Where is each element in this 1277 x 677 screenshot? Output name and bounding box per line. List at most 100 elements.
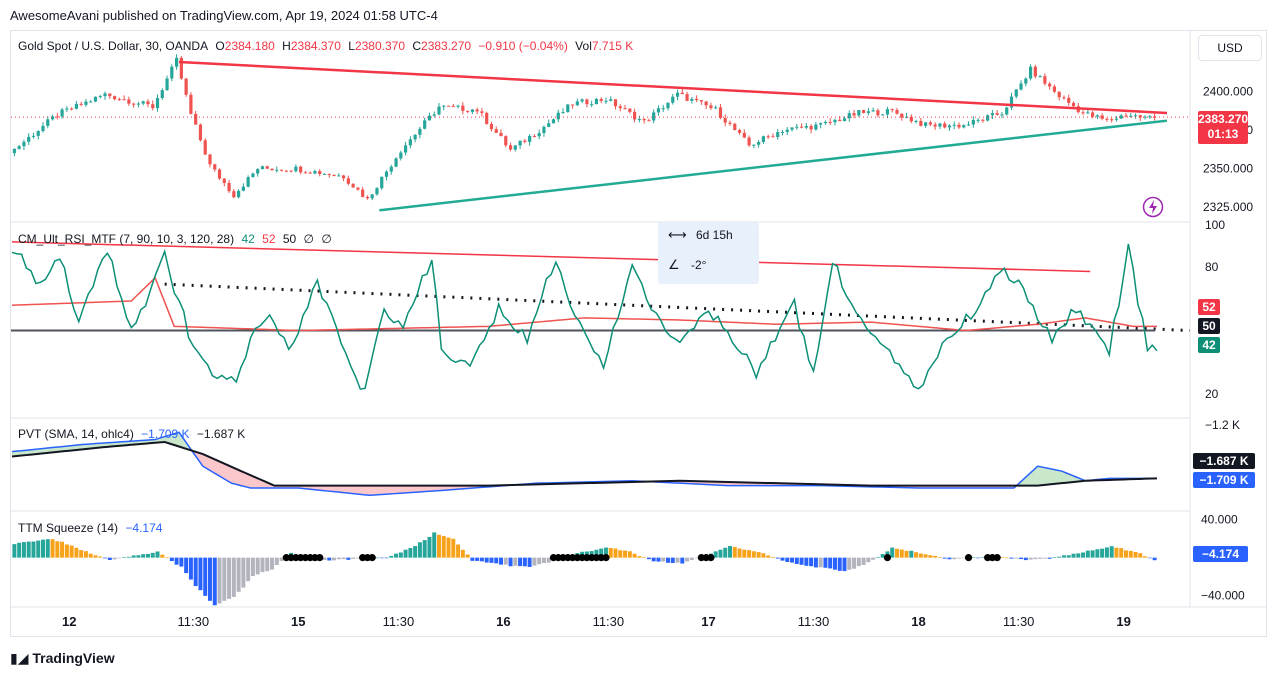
candle-body <box>637 118 641 120</box>
ttm-bar <box>1052 557 1057 558</box>
ttm-bar <box>656 557 661 562</box>
legend-open: O2384.180 <box>215 39 275 53</box>
ttm-tick-label: −40.000 <box>1201 589 1245 603</box>
ttm-bar <box>775 557 780 559</box>
candle-body <box>480 111 484 113</box>
ttm-bar <box>632 553 637 558</box>
candle-body <box>208 154 212 165</box>
candle-body <box>1048 83 1052 87</box>
candle-body <box>427 115 432 121</box>
published-header: AwesomeAvani published on TradingView.co… <box>10 8 438 23</box>
candle-body <box>857 110 861 116</box>
pvt-fill <box>407 485 413 493</box>
currency-button[interactable]: USD <box>1198 35 1262 61</box>
ttm-bar <box>394 553 399 558</box>
candle-body <box>575 101 579 106</box>
ttm-bar <box>904 550 909 558</box>
pvt-fill <box>178 432 184 449</box>
candle-body <box>613 99 618 107</box>
candle-body <box>690 98 694 101</box>
pvt-fill <box>207 456 213 472</box>
ttm-bar <box>236 557 241 592</box>
ttm-bar <box>770 556 775 558</box>
candle-body <box>41 125 45 132</box>
pvt-legend-name[interactable]: PVT (SMA, 14, ohlc4) <box>18 427 134 441</box>
candle-body <box>303 172 308 174</box>
ttm-bar <box>432 532 437 558</box>
candle-body <box>308 172 312 174</box>
pvt-fill <box>221 462 227 481</box>
ttm-bar <box>1038 557 1043 559</box>
ttm-bar <box>1023 557 1028 561</box>
ttm-bar <box>169 557 174 562</box>
ttm-bar <box>1061 555 1066 558</box>
pvt-fill <box>322 485 327 491</box>
ttm-bar <box>918 553 923 558</box>
ttm-bar <box>475 557 480 561</box>
candle-body <box>50 116 55 120</box>
rsi-dotted-trendline <box>164 282 1191 333</box>
candle-body <box>494 129 498 133</box>
candle-body <box>341 175 346 179</box>
pvt-fill <box>1052 469 1057 485</box>
legend-high: H2384.370 <box>282 39 341 53</box>
ttm-pane <box>12 532 1157 606</box>
candle-body <box>780 131 785 133</box>
pvt-fill <box>341 485 346 493</box>
ttm-bar <box>499 557 503 565</box>
symbol-name[interactable]: Gold Spot / U.S. Dollar, 30, OANDA <box>18 39 209 53</box>
candle-body <box>1090 112 1095 117</box>
candle-body <box>928 122 932 125</box>
chart-container[interactable] <box>10 30 1267 637</box>
candle-body <box>489 123 494 130</box>
candle-body <box>1005 107 1009 115</box>
ttm-bar <box>260 557 265 573</box>
candle-body <box>213 164 217 170</box>
ttm-bar <box>1119 548 1124 558</box>
main-legend: Gold Spot / U.S. Dollar, 30, OANDA O2384… <box>18 39 637 53</box>
ttm-bar <box>93 555 98 558</box>
pvt-fill <box>350 485 356 494</box>
ttm-bar <box>241 557 246 588</box>
candle-body <box>1000 114 1004 116</box>
candle-body <box>246 177 250 187</box>
ttm-bar <box>909 550 914 558</box>
pvt-sma-line <box>11 440 1158 487</box>
tradingview-brand[interactable]: ▮◢ TradingView <box>10 650 115 667</box>
candle-body <box>766 136 770 138</box>
ttm-bar <box>804 557 809 566</box>
candle-body <box>194 113 198 125</box>
candle-body <box>380 176 384 189</box>
ttm-bar <box>422 540 427 558</box>
ttm-bar <box>336 557 341 560</box>
candle-body <box>136 103 141 105</box>
candle-body <box>1028 66 1033 79</box>
lightning-icon[interactable] <box>1142 196 1164 218</box>
ttm-bar <box>608 548 613 558</box>
candle-body <box>408 139 412 146</box>
ttm-bar <box>208 557 212 601</box>
ttm-bar <box>408 548 413 558</box>
time-tick-label: 16 <box>496 614 510 629</box>
legend-volume: Vol7.715 K <box>575 39 634 53</box>
ttm-bar <box>976 557 981 559</box>
ttm-bar <box>594 549 599 558</box>
pvt-fill <box>1023 474 1029 486</box>
ttm-bar <box>231 557 236 597</box>
candle-body <box>685 94 689 101</box>
candle-body <box>70 108 74 110</box>
candle-body <box>828 121 832 123</box>
pvt-fill <box>169 433 175 445</box>
ttm-bar <box>250 557 255 577</box>
ttm-bar <box>694 557 699 559</box>
candle-body <box>990 113 995 116</box>
candle-body <box>146 101 150 105</box>
ttm-legend-name[interactable]: TTM Squeeze (14) <box>18 521 119 535</box>
ttm-bar <box>1114 547 1119 558</box>
pvt-fill <box>450 485 456 490</box>
rsi-legend-name[interactable]: CM_Ult_RSI_MTF (7, 90, 10, 3, 120, 28) <box>18 232 235 246</box>
candle-body <box>84 101 88 105</box>
pvt-fill <box>245 473 251 489</box>
candle-body <box>27 136 31 142</box>
